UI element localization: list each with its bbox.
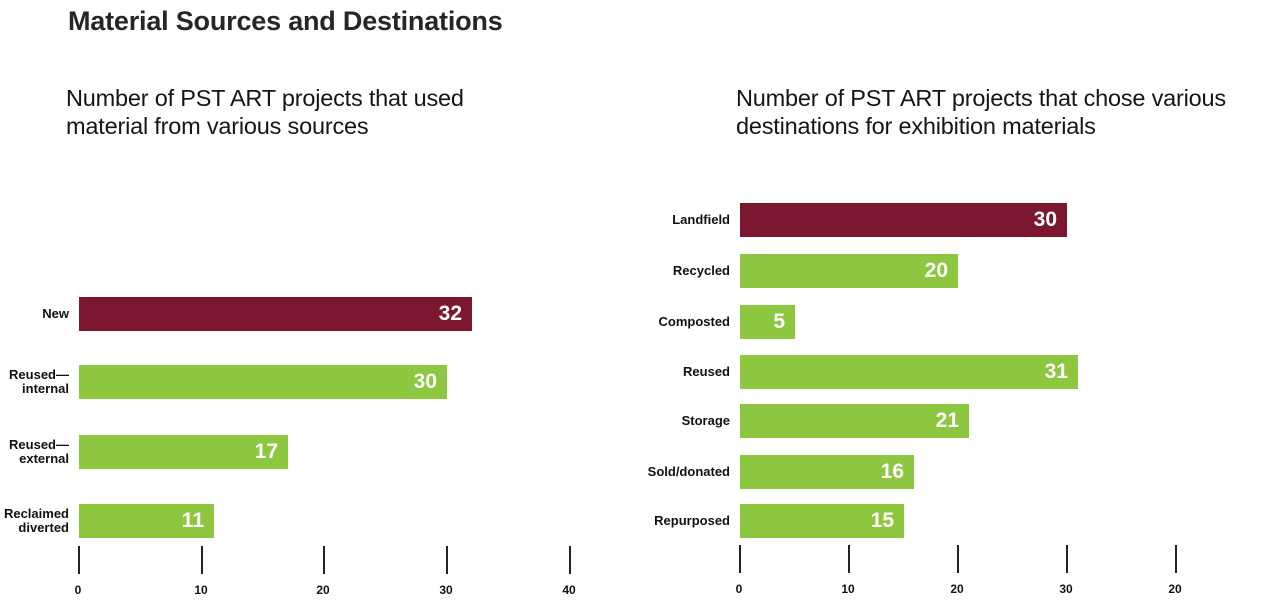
chart-subtitle: Number of PST ART projects that chose va… [736, 85, 1226, 139]
axis-tick-label: 0 [74, 583, 82, 597]
axis-tick-label: 30 [439, 583, 453, 597]
axis-tick [323, 546, 325, 574]
axis-tick [569, 546, 571, 574]
axis-tick [957, 545, 959, 573]
bar: 20 [740, 254, 958, 288]
category-label: New [42, 306, 69, 321]
category-label: Storage [681, 413, 730, 428]
bar: 30 [740, 203, 1067, 237]
axis-tick-label: 20 [1168, 582, 1182, 596]
bar: 30 [79, 365, 447, 399]
page-title: Material Sources and Destinations [68, 6, 503, 36]
axis-tick-label: 40 [562, 583, 576, 597]
axis-tick [446, 546, 448, 574]
axis-tick-label: 20 [950, 582, 964, 596]
bar: 32 [79, 297, 472, 331]
axis-tick-label: 10 [194, 583, 208, 597]
axis-tick-label: 0 [735, 582, 743, 596]
axis-tick [1066, 545, 1068, 573]
axis-tick [848, 545, 850, 573]
bar: 5 [740, 305, 795, 339]
axis-tick-label: 10 [841, 582, 855, 596]
bar-value-label: 32 [438, 302, 462, 325]
bar-value-label: 20 [924, 259, 948, 282]
category-label: Repurposed [654, 513, 730, 528]
bar: 31 [740, 355, 1078, 389]
bar: 16 [740, 455, 914, 489]
bar-value-label: 21 [935, 409, 959, 432]
axis-tick-label: 20 [316, 583, 330, 597]
category-label: Composted [658, 314, 731, 329]
axis-tick [739, 545, 741, 573]
bar-value-label: 11 [181, 509, 204, 532]
bar-value-label: 16 [880, 460, 904, 483]
bar-value-label: 17 [254, 440, 278, 463]
axis-tick [201, 546, 203, 574]
category-label: Reused— external [9, 437, 69, 466]
category-label: Reused— internal [9, 367, 69, 396]
category-label: Sold/donated [647, 464, 730, 479]
category-label: Reclaimed diverted [3, 506, 69, 535]
bar: 15 [740, 504, 904, 538]
bar-value-label: 5 [773, 310, 785, 333]
chart-subtitle: Number of PST ART projects that used mat… [66, 85, 464, 139]
bar-value-label: 30 [1033, 208, 1057, 231]
bar-value-label: 31 [1044, 360, 1068, 383]
category-label: Landfield [672, 212, 730, 227]
axis-tick [78, 546, 80, 574]
bar: 21 [740, 404, 969, 438]
bar: 11 [79, 504, 214, 538]
bar: 17 [79, 435, 288, 469]
axis-tick [1175, 545, 1177, 573]
category-label: Reused [683, 364, 730, 379]
category-label: Recycled [672, 263, 730, 278]
bar-value-label: 15 [870, 509, 894, 532]
axis-tick-label: 30 [1059, 582, 1073, 596]
bar-value-label: 30 [413, 370, 437, 393]
